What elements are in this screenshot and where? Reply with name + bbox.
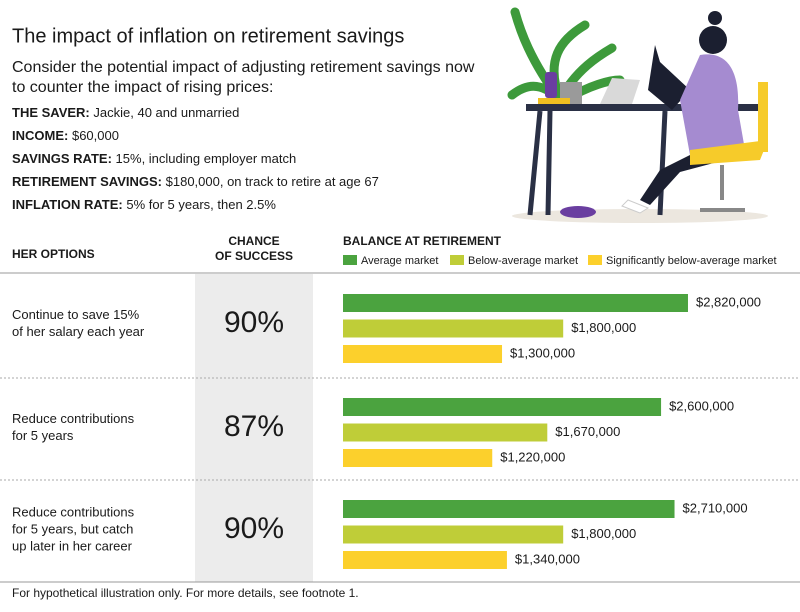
option-label: up later in her career (12, 538, 133, 553)
value-label: $1,800,000 (571, 320, 636, 335)
bar (343, 345, 503, 363)
value-label: $1,300,000 (510, 345, 575, 360)
bar (343, 398, 662, 416)
bar (343, 500, 675, 518)
success-column (195, 274, 313, 582)
legend-swatch (588, 255, 602, 265)
bar (343, 551, 507, 569)
detail-text: $180,000, on track to retire at age 67 (166, 174, 379, 189)
option-label: Reduce contributions (12, 411, 135, 426)
value-label: $2,820,000 (696, 294, 761, 309)
detail-label: INCOME: (12, 128, 68, 143)
title: The impact of inflation on retirement sa… (12, 25, 404, 47)
value-label: $1,670,000 (555, 424, 620, 439)
bar (343, 294, 688, 312)
bar (343, 423, 548, 442)
value-label: $1,340,000 (515, 551, 580, 566)
detail: RETIREMENT SAVINGS: $180,000, on track t… (12, 174, 379, 189)
detail: THE SAVER: Jackie, 40 and unmarried (12, 105, 239, 120)
chance-of-success: 87% (224, 410, 284, 443)
detail-text: 15%, including employer match (116, 151, 297, 166)
option-label: of her salary each year (12, 324, 145, 339)
bar (343, 319, 564, 338)
option-label: Continue to save 15% (12, 307, 140, 322)
value-label: $1,800,000 (571, 526, 636, 541)
bar (343, 449, 493, 467)
legend-label: Below-average market (468, 255, 578, 267)
value-label: $2,600,000 (669, 398, 734, 413)
chance-of-success: 90% (224, 512, 284, 545)
detail-label: THE SAVER: (12, 105, 90, 120)
column-header: BALANCE AT RETIREMENT (343, 234, 502, 248)
legend-label: Significantly below-average market (606, 255, 777, 267)
illustration (507, 7, 768, 223)
detail-text: 5% for 5 years, then 2.5% (126, 197, 276, 212)
option-label: for 5 years (12, 428, 74, 443)
detail-text: $60,000 (72, 128, 119, 143)
column-header: CHANCE (228, 234, 279, 248)
detail: INFLATION RATE: 5% for 5 years, then 2.5… (12, 197, 276, 212)
value-label: $1,220,000 (500, 449, 565, 464)
legend-label: Average market (361, 255, 438, 267)
column-header: HER OPTIONS (12, 247, 95, 261)
subtitle: to counter the impact of rising prices: (12, 79, 273, 96)
chance-of-success: 90% (224, 306, 284, 339)
detail-label: RETIREMENT SAVINGS: (12, 174, 162, 189)
legend-swatch (450, 255, 464, 265)
option-label: Reduce contributions (12, 504, 135, 519)
value-label: $2,710,000 (683, 500, 748, 515)
option-label: for 5 years, but catch (12, 521, 133, 536)
column-header: OF SUCCESS (215, 249, 293, 263)
detail: INCOME: $60,000 (12, 128, 119, 143)
detail: SAVINGS RATE: 15%, including employer ma… (12, 151, 296, 166)
bar (343, 525, 564, 544)
footnote: For hypothetical illustration only. For … (12, 586, 359, 600)
detail-label: INFLATION RATE: (12, 197, 123, 212)
subtitle: Consider the potential impact of adjusti… (12, 59, 475, 76)
detail-text: Jackie, 40 and unmarried (93, 105, 239, 120)
legend-swatch (343, 255, 357, 265)
detail-label: SAVINGS RATE: (12, 151, 112, 166)
